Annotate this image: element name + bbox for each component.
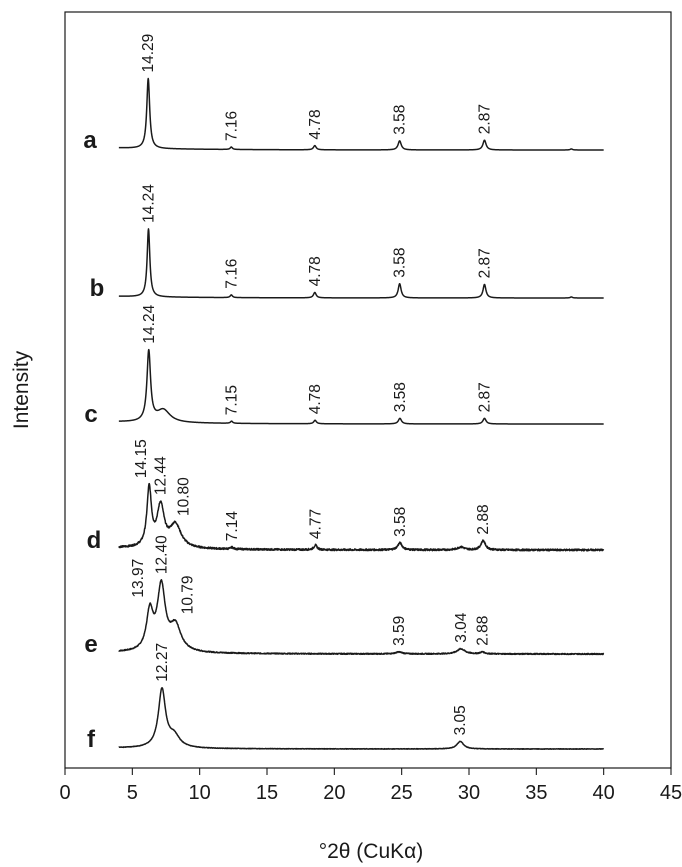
trace-c: c 14.24 7.15 4.78 3.58 2.87: [84, 304, 605, 428]
trace-line-e: [118, 579, 605, 656]
trace-line-f: [118, 687, 605, 750]
diffraction-traces: a 14.29 7.16 4.78 3.58 2.87 b 14.24 7.16 4.78 3.58…: [83, 34, 605, 753]
plot-frame: [64, 11, 672, 769]
trace-letter-c: c: [84, 401, 97, 428]
trace-line-b: [118, 228, 605, 299]
peak-label-e: 2.88: [475, 616, 492, 646]
peak-label-a: 2.87: [477, 104, 494, 134]
x-tick-label-0: 0: [59, 782, 70, 804]
x-tick-label-15: 15: [256, 782, 278, 804]
x-tick-label-35: 35: [525, 782, 547, 804]
peak-label-c: 4.78: [307, 384, 324, 414]
peak-label-c: 14.24: [141, 304, 158, 343]
peak-label-e: 3.59: [391, 616, 408, 646]
x-axis-ticks: 0 5 10 15 20 25 30 35 40 45: [59, 768, 682, 804]
trace-line-a: [118, 77, 605, 151]
x-tick-label-5: 5: [127, 782, 138, 804]
peak-label-a: 7.16: [223, 111, 240, 141]
trace-e: e 13.97 12.40 10.79 3.59 3.04 2.88: [84, 535, 605, 658]
trace-letter-a: a: [83, 127, 97, 154]
peak-label-d: 14.15: [133, 439, 150, 478]
trace-letter-d: d: [87, 527, 102, 554]
peak-label-e: 13.97: [130, 559, 147, 598]
x-tick-label-20: 20: [323, 782, 345, 804]
trace-b: b 14.24 7.16 4.78 3.58 2.87: [90, 184, 605, 302]
trace-line-c: [118, 348, 605, 425]
x-tick-label-25: 25: [391, 782, 413, 804]
x-tick-label-10: 10: [189, 782, 211, 804]
peak-label-c: 3.58: [392, 382, 409, 412]
peak-label-c: 7.15: [224, 385, 241, 415]
x-axis-label: °2θ (CuKα): [319, 840, 424, 863]
trace-letter-e: e: [84, 631, 97, 658]
x-tick-label-40: 40: [593, 782, 615, 804]
trace-f: f 12.27 3.05: [87, 643, 605, 753]
peak-label-e: 3.04: [453, 612, 470, 643]
peak-label-a: 3.58: [392, 105, 409, 135]
peak-label-c: 2.87: [477, 382, 494, 412]
x-tick-label-45: 45: [660, 782, 682, 804]
peak-label-b: 14.24: [141, 184, 158, 223]
peak-label-b: 7.16: [223, 259, 240, 289]
peak-label-b: 4.78: [307, 256, 324, 286]
x-tick-label-30: 30: [458, 782, 480, 804]
peak-label-d: 12.44: [153, 456, 170, 495]
trace-a: a 14.29 7.16 4.78 3.58 2.87: [83, 34, 605, 154]
peak-label-e: 12.40: [153, 535, 170, 574]
peak-label-d: 2.88: [475, 504, 492, 534]
trace-d: d 14.15 12.44 10.80 7.14 4.77 3.58 2.88: [87, 439, 605, 554]
peak-label-d: 3.58: [392, 507, 409, 537]
peak-label-a: 14.29: [140, 34, 157, 73]
trace-line-d: [118, 482, 605, 552]
trace-letter-b: b: [90, 275, 105, 302]
peak-label-f: 12.27: [154, 643, 171, 682]
peak-label-d: 4.77: [308, 509, 325, 539]
peak-label-b: 3.58: [392, 248, 409, 278]
trace-letter-f: f: [87, 726, 96, 753]
peak-label-f: 3.05: [452, 705, 469, 735]
peak-label-e: 10.79: [179, 576, 196, 615]
peak-label-b: 2.87: [477, 248, 494, 278]
peak-label-d: 10.80: [175, 477, 192, 516]
y-axis-label: Intensity: [10, 350, 33, 429]
peak-label-d: 7.14: [224, 511, 241, 542]
peak-label-a: 4.78: [307, 109, 324, 139]
